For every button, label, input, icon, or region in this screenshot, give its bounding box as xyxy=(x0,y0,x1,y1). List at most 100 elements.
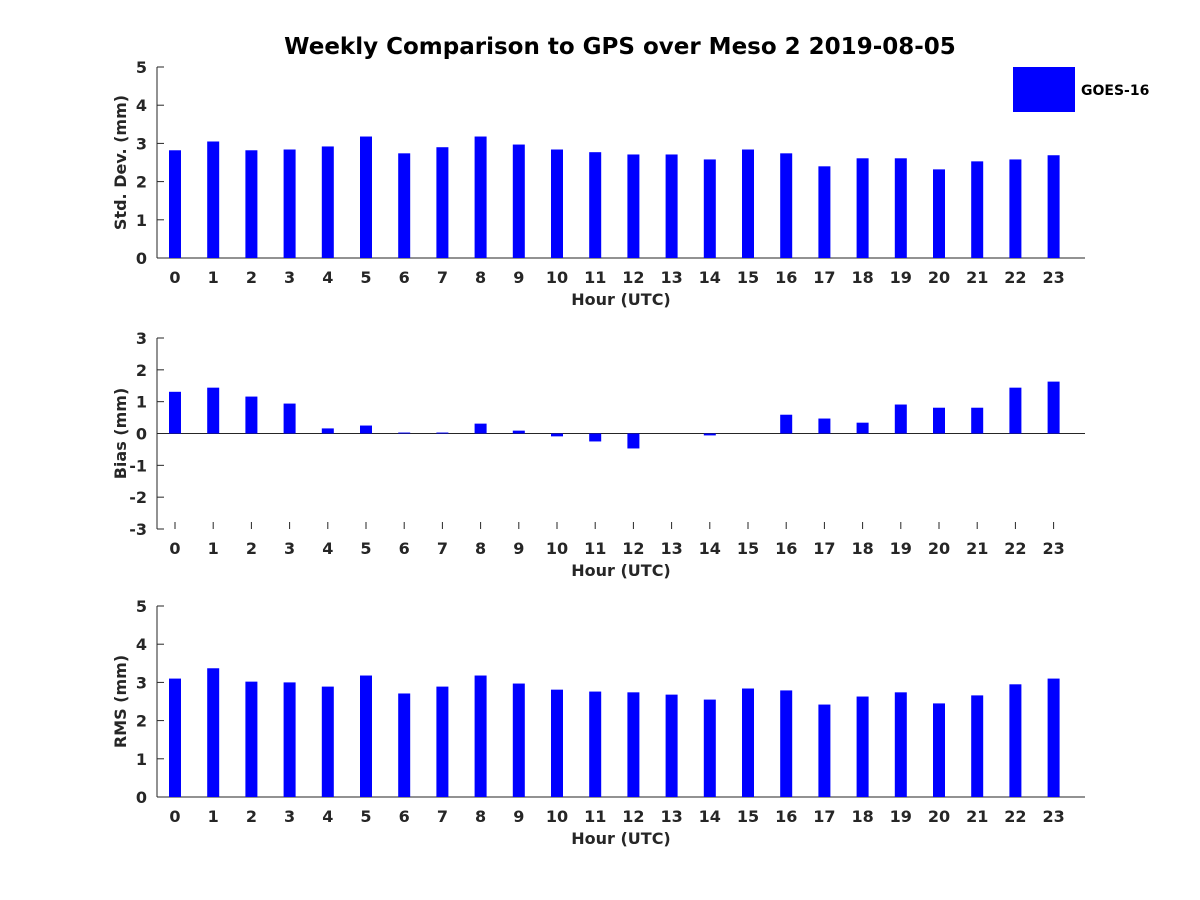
x-tick-label: 14 xyxy=(699,539,721,558)
y-tick-label: 3 xyxy=(136,134,147,153)
bar xyxy=(971,407,984,434)
x-tick-label: 12 xyxy=(622,268,644,287)
bar xyxy=(245,396,258,434)
bar xyxy=(512,430,525,434)
x-tick-label: 12 xyxy=(622,539,644,558)
x-tick-label: 4 xyxy=(322,539,333,558)
x-tick-label: 6 xyxy=(399,539,410,558)
x-tick-label: 11 xyxy=(584,539,606,558)
bar xyxy=(703,159,716,258)
x-tick-label: 0 xyxy=(169,807,180,826)
x-tick-label: 19 xyxy=(890,268,912,287)
bar xyxy=(627,692,640,797)
x-tick-label: 22 xyxy=(1004,807,1026,826)
x-tick-label: 16 xyxy=(775,807,797,826)
chart-title: Weekly Comparison to GPS over Meso 2 201… xyxy=(284,34,956,60)
bar xyxy=(780,414,793,434)
bar xyxy=(436,686,449,797)
bar xyxy=(1047,381,1060,434)
y-tick-label: 4 xyxy=(136,635,147,654)
x-tick-label: 15 xyxy=(737,807,759,826)
x-tick-label: 0 xyxy=(169,539,180,558)
bar xyxy=(1009,387,1022,434)
bar xyxy=(436,147,449,258)
x-tick-label: 16 xyxy=(775,268,797,287)
bar xyxy=(665,694,678,797)
bar xyxy=(551,433,563,437)
y-tick-label: 4 xyxy=(136,96,147,115)
legend: GOES-16 xyxy=(1013,67,1149,112)
x-tick-label: 8 xyxy=(475,268,486,287)
x-tick-label: 7 xyxy=(437,268,448,287)
bar xyxy=(169,391,181,434)
bar xyxy=(589,433,602,442)
x-tick-label: 21 xyxy=(966,807,988,826)
x-tick-label: 19 xyxy=(890,539,912,558)
bar xyxy=(398,432,411,434)
x-tick-label: 15 xyxy=(737,268,759,287)
bar xyxy=(436,432,449,434)
y-tick-label: 0 xyxy=(136,425,147,444)
x-tick-label: 11 xyxy=(584,807,606,826)
x-tick-label: 1 xyxy=(208,807,219,826)
bar xyxy=(1047,155,1060,258)
bar xyxy=(398,153,411,258)
y-tick-label: -1 xyxy=(129,456,147,475)
x-tick-label: 20 xyxy=(928,807,950,826)
x-tick-label: 9 xyxy=(513,539,524,558)
bar xyxy=(283,149,296,258)
x-tick-label: 17 xyxy=(813,268,835,287)
bar xyxy=(589,691,602,797)
bar xyxy=(1009,159,1022,258)
bar xyxy=(742,688,754,797)
bar xyxy=(360,425,372,434)
x-tick-label: 2 xyxy=(246,539,257,558)
bar xyxy=(398,693,411,797)
bar xyxy=(512,144,525,258)
x-tick-label: 14 xyxy=(699,268,721,287)
y-tick-label: 2 xyxy=(136,361,147,380)
x-tick-label: 10 xyxy=(546,268,568,287)
x-tick-label: 10 xyxy=(546,807,568,826)
x-tick-label: 5 xyxy=(360,807,371,826)
bar xyxy=(971,695,984,797)
y-tick-label: 0 xyxy=(136,788,147,807)
y-tick-label: -2 xyxy=(129,488,147,507)
bar xyxy=(894,158,907,258)
x-tick-label: 18 xyxy=(851,807,873,826)
bar xyxy=(894,404,907,434)
x-tick-label: 5 xyxy=(360,268,371,287)
x-tick-label: 18 xyxy=(851,268,873,287)
bar xyxy=(551,689,563,797)
x-tick-label: 22 xyxy=(1004,539,1026,558)
bar xyxy=(856,158,869,258)
bar xyxy=(1047,678,1060,797)
x-tick-label: 13 xyxy=(660,807,682,826)
bar xyxy=(360,136,372,258)
x-tick-label: 7 xyxy=(437,539,448,558)
y-tick-label: 1 xyxy=(136,750,147,769)
x-tick-label: 17 xyxy=(813,539,835,558)
bar xyxy=(933,703,945,797)
bar xyxy=(360,675,372,797)
bar xyxy=(207,387,220,434)
y-tick-label: 0 xyxy=(136,249,147,268)
y-tick-label: 1 xyxy=(136,393,147,412)
bar xyxy=(169,678,181,797)
bar xyxy=(971,161,984,258)
bar xyxy=(512,683,525,797)
x-tick-label: 6 xyxy=(399,268,410,287)
bar xyxy=(933,407,945,434)
x-tick-label: 7 xyxy=(437,807,448,826)
bar xyxy=(742,149,754,258)
bar xyxy=(245,681,258,797)
bar xyxy=(207,141,220,258)
x-tick-label: 3 xyxy=(284,268,295,287)
x-axis-label: Hour (UTC) xyxy=(571,290,671,309)
legend-label: GOES-16 xyxy=(1081,83,1149,99)
bar xyxy=(627,154,640,258)
x-tick-label: 12 xyxy=(622,807,644,826)
